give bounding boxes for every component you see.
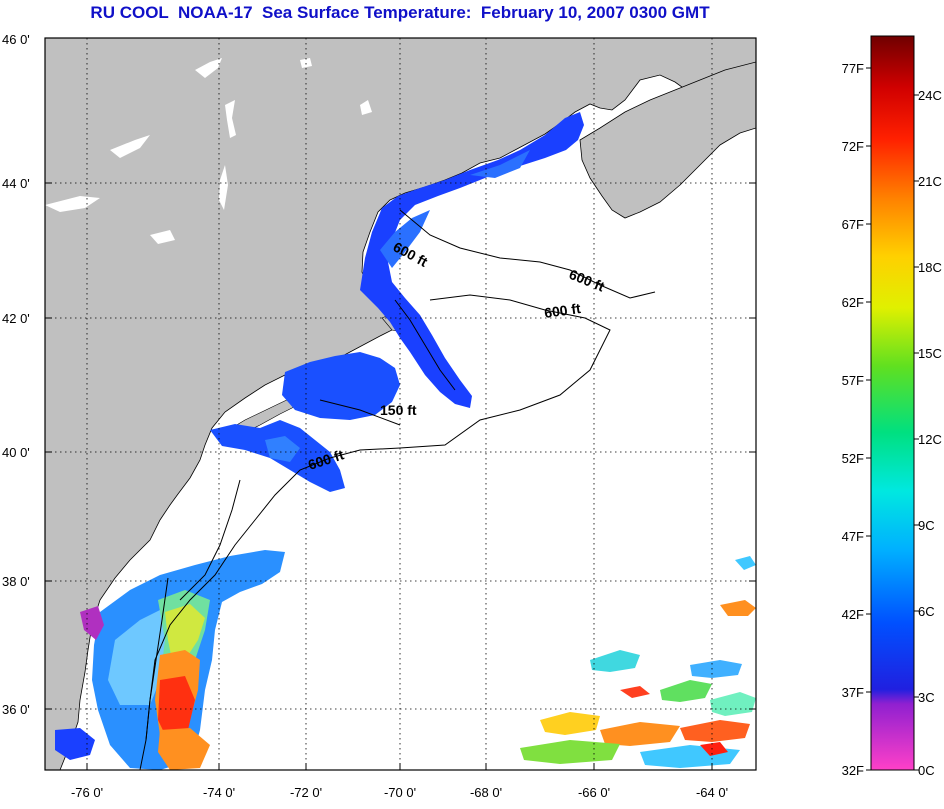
celsius-label: 0C xyxy=(918,763,935,778)
latitude-labels: 46 0' 44 0' 42 0' 40 0' 38 0' 36 0' xyxy=(2,32,30,717)
temperature-colorbar: 77F 72F 67F 62F 57F 52F 47F 42F 37F 32F … xyxy=(842,35,942,778)
lon-label: -72 0' xyxy=(290,785,322,800)
sst-mid-atlantic xyxy=(55,550,285,770)
lat-label: 42 0' xyxy=(2,311,30,326)
celsius-label: 3C xyxy=(918,690,935,705)
lat-label: 36 0' xyxy=(2,702,30,717)
depth-label: 600 ft xyxy=(543,300,582,321)
fahrenheit-label: 52F xyxy=(842,451,864,466)
graticule xyxy=(45,38,756,770)
celsius-label: 6C xyxy=(918,604,935,619)
lat-label: 46 0' xyxy=(2,32,30,47)
frame-ticks xyxy=(45,182,756,770)
fahrenheit-label: 67F xyxy=(842,217,864,232)
fahrenheit-label: 77F xyxy=(842,61,864,76)
celsius-label: 21C xyxy=(918,174,942,189)
fahrenheit-label: 37F xyxy=(842,685,864,700)
lon-label: -64 0' xyxy=(696,785,728,800)
fahrenheit-label: 57F xyxy=(842,373,864,388)
longitude-labels: -76 0' -74 0' -72 0' -70 0' -68 0' -66 0… xyxy=(71,785,728,800)
sst-offshore-patches xyxy=(520,556,756,768)
celsius-label: 15C xyxy=(918,346,942,361)
lon-label: -70 0' xyxy=(384,785,416,800)
lon-label: -76 0' xyxy=(71,785,103,800)
fahrenheit-label: 47F xyxy=(842,529,864,544)
lon-label: -74 0' xyxy=(203,785,235,800)
sst-southern-new-england xyxy=(210,352,400,492)
lon-label: -66 0' xyxy=(578,785,610,800)
fahrenheit-label: 72F xyxy=(842,139,864,154)
celsius-label: 24C xyxy=(918,88,942,103)
lakes xyxy=(45,58,372,244)
celsius-label: 12C xyxy=(918,432,942,447)
celsius-label: 18C xyxy=(918,260,942,275)
lat-label: 40 0' xyxy=(2,445,30,460)
fahrenheit-label: 62F xyxy=(842,295,864,310)
colorbar-gradient xyxy=(870,35,915,771)
lat-label: 38 0' xyxy=(2,574,30,589)
lon-label: -68 0' xyxy=(470,785,502,800)
celsius-label: 9C xyxy=(918,518,935,533)
depth-label: 150 ft xyxy=(380,402,417,418)
lat-label: 44 0' xyxy=(2,176,30,191)
fahrenheit-label: 32F xyxy=(842,763,864,778)
fahrenheit-label: 42F xyxy=(842,607,864,622)
map-title: RU COOL NOAA-17 Sea Surface Temperature:… xyxy=(90,3,710,22)
